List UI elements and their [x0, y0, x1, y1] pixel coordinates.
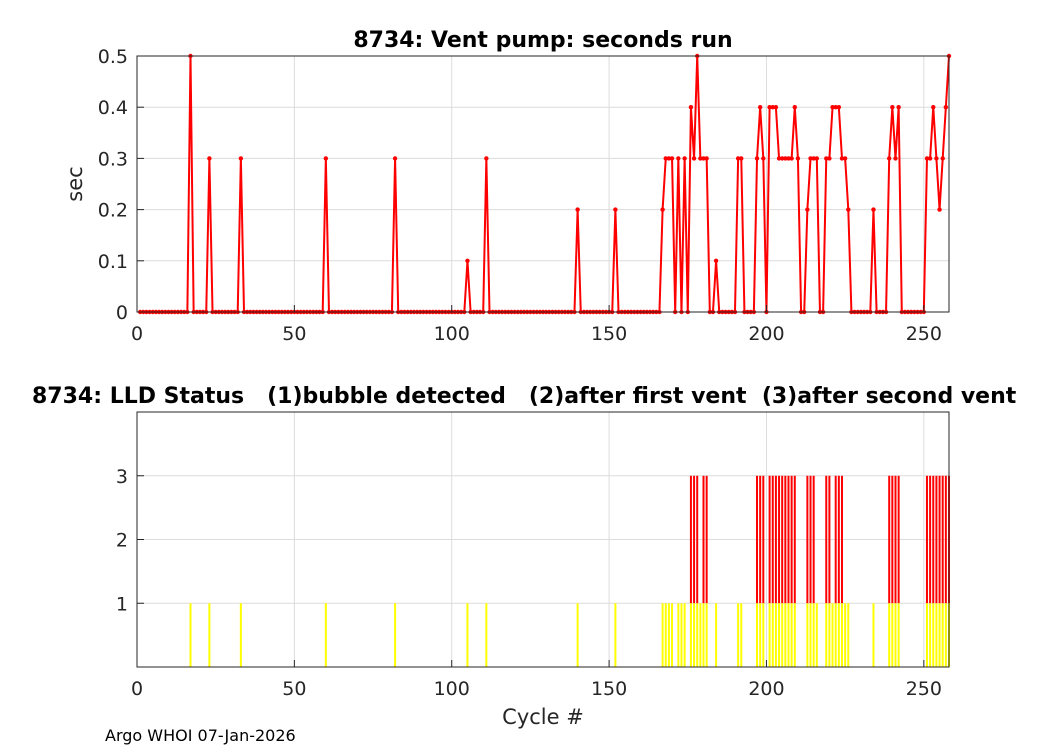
x-tick-label: 150	[591, 323, 627, 345]
top-x-ticks: 0 50 100 150 200 250	[131, 305, 942, 345]
vent-pump-point	[927, 156, 933, 161]
vent-pump-point	[789, 156, 794, 161]
vent-pump-point	[786, 156, 791, 161]
vent-pump-series	[137, 53, 952, 315]
vent-pump-point	[887, 156, 892, 161]
vent-pump-point	[776, 156, 782, 161]
vent-pump-point	[783, 156, 788, 161]
bottom-chart-title: 8734: LLD Status (1)bubble detected (2)a…	[32, 384, 1017, 409]
x-tick-label: 0	[131, 678, 143, 700]
x-tick-label: 50	[282, 678, 306, 700]
vent-pump-point	[660, 207, 665, 212]
vent-pump-point	[575, 207, 580, 212]
vent-pump-point	[808, 156, 813, 161]
x-tick-label: 150	[591, 678, 627, 700]
vent-pump-point	[795, 156, 801, 161]
vent-pump-point	[924, 156, 930, 161]
y-tick-label: 1	[116, 593, 128, 615]
bottom-x-ticks: 0 50 100 150 200 250	[131, 660, 942, 700]
vent-pump-point	[669, 156, 675, 161]
vent-pump-point	[896, 105, 901, 110]
vent-pump-point	[830, 105, 835, 110]
y-tick-label: 0.3	[98, 148, 128, 170]
vent-pump-point	[761, 156, 766, 161]
x-tick-label: 200	[748, 678, 784, 700]
x-tick-label: 250	[906, 323, 942, 345]
x-axis-label: Cycle #	[502, 705, 584, 729]
y-tick-label: 0.5	[98, 46, 128, 68]
x-tick-label: 100	[434, 678, 470, 700]
x-tick-label: 50	[282, 323, 306, 345]
vent-pump-point	[846, 207, 851, 212]
vent-pump-point	[805, 207, 810, 212]
vent-pump-point	[836, 105, 842, 110]
vent-pump-point	[691, 156, 697, 161]
lld-status-bars	[189, 475, 950, 667]
bottom-y-ticks: 1 2 3	[116, 466, 144, 615]
vent-pump-point	[754, 156, 760, 161]
vent-pump-point	[207, 156, 212, 161]
vent-pump-point	[465, 258, 470, 263]
vent-pump-point	[739, 156, 744, 161]
vent-pump-point	[893, 156, 898, 161]
top-y-axis-label: sec	[63, 166, 87, 201]
vent-pump-point	[682, 156, 687, 161]
top-y-ticks: 0 0.1 0.2 0.3 0.4 0.5	[98, 46, 144, 324]
vent-pump-point	[688, 105, 694, 110]
vent-pump-point	[811, 156, 816, 161]
x-tick-label: 0	[131, 323, 143, 345]
vent-pump-point	[663, 156, 668, 161]
vent-pump-point	[792, 105, 797, 110]
vent-pump-point	[839, 156, 845, 161]
vent-pump-point	[943, 105, 949, 110]
x-tick-label: 100	[434, 323, 470, 345]
top-axes-frame	[136, 55, 950, 313]
footer-credit: Argo WHOI 07-Jan-2026	[105, 726, 296, 745]
vent-pump-point	[698, 156, 703, 161]
vent-pump-point	[833, 105, 838, 110]
vent-pump-point	[238, 156, 244, 161]
vent-pump-point	[824, 156, 829, 161]
vent-pump-point	[827, 156, 832, 161]
vent-pump-point	[704, 156, 709, 161]
y-tick-label: 0.1	[98, 251, 128, 273]
lld-status-chart: 0 50 100 150 200 250 1 2 3 8734: LLD Status (1)…	[32, 384, 1017, 729]
vent-pump-point	[323, 156, 329, 161]
y-tick-label: 3	[116, 466, 128, 488]
vent-pump-point	[934, 156, 939, 161]
vent-pump-chart: 0 50 100 150 200 250 0 0.1 0.2 0.3 0.4 0.5 8734: V…	[63, 28, 952, 345]
vent-pump-point	[770, 105, 775, 110]
top-grid	[136, 55, 949, 313]
y-tick-label: 0.2	[98, 200, 128, 222]
vent-pump-point	[613, 207, 618, 212]
vent-pump-point	[937, 207, 942, 212]
vent-pump-point	[713, 258, 719, 263]
x-tick-label: 250	[906, 678, 942, 700]
vent-pump-point	[767, 105, 772, 110]
vent-pump-point	[773, 105, 779, 110]
vent-pump-point	[890, 105, 895, 110]
y-tick-label: 2	[116, 530, 128, 552]
vent-pump-point	[871, 207, 876, 212]
vent-pump-point	[940, 156, 945, 161]
vent-pump-point	[931, 105, 936, 110]
vent-pump-point	[392, 156, 398, 161]
vent-pump-point	[676, 156, 681, 161]
y-tick-label: 0.4	[98, 97, 128, 119]
vent-pump-point	[779, 156, 785, 161]
vent-pump-point	[814, 156, 820, 161]
top-chart-title: 8734: Vent pump: seconds run	[353, 28, 732, 53]
vent-pump-point	[757, 105, 763, 110]
vent-pump-point	[842, 156, 848, 161]
vent-pump-point	[666, 156, 672, 161]
vent-pump-point	[735, 156, 741, 161]
vent-pump-point	[701, 156, 706, 161]
vent-pump-line	[140, 55, 950, 313]
x-tick-label: 200	[748, 323, 784, 345]
vent-pump-point	[484, 156, 489, 161]
y-tick-label: 0	[116, 302, 128, 324]
